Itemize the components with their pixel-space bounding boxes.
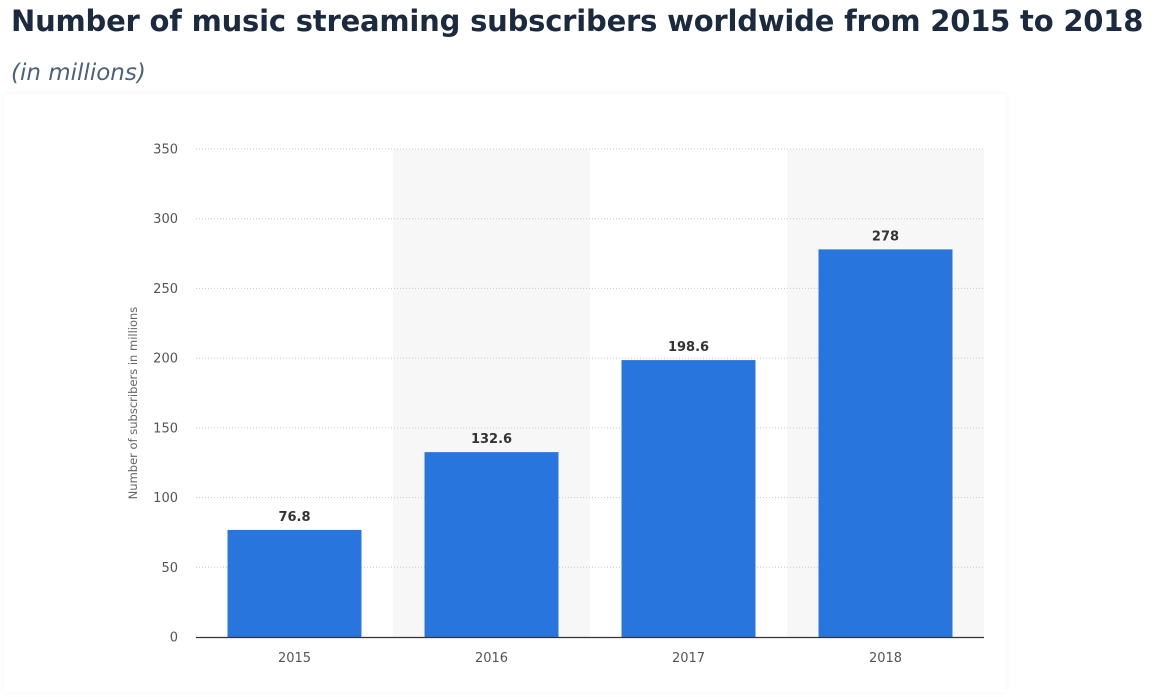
y-axis-ticks: 0 50 100 150 200 250 300 350 <box>153 143 178 646</box>
value-label: 76.8 <box>278 510 310 525</box>
x-tick-label: 2017 <box>672 651 705 666</box>
bars <box>227 249 953 638</box>
y-tick-label: 200 <box>153 352 178 367</box>
chart-subtitle: (in millions) <box>11 60 146 86</box>
bar-2018 <box>818 249 953 638</box>
y-axis-title: Number of subscribers in millions <box>126 307 140 500</box>
bar-2017 <box>621 360 756 637</box>
chart-title: Number of music streaming subscribers wo… <box>11 4 1144 38</box>
y-tick-label: 150 <box>153 421 178 436</box>
y-tick-label: 300 <box>153 212 178 227</box>
y-tick-label: 50 <box>161 561 178 576</box>
x-tick-label: 2018 <box>869 651 902 666</box>
x-axis-ticks: 2015 2016 2017 2018 <box>278 651 902 666</box>
value-label: 132.6 <box>471 432 512 447</box>
y-tick-label: 0 <box>170 631 178 646</box>
y-tick-label: 250 <box>153 282 178 297</box>
value-labels: 76.8 132.6 198.6 278 <box>278 229 899 525</box>
value-label: 198.6 <box>668 340 709 355</box>
gridlines <box>196 148 984 568</box>
bar-2015 <box>227 529 362 637</box>
y-tick-label: 350 <box>153 143 178 158</box>
value-label: 278 <box>872 229 899 244</box>
chart-panel: 0 50 100 150 200 250 300 350 76.8 132.6 198.6 278 … <box>4 94 1006 692</box>
bar-2016 <box>424 452 559 637</box>
x-tick-label: 2016 <box>475 651 508 666</box>
x-tick-label: 2015 <box>278 651 311 666</box>
y-tick-label: 100 <box>153 491 178 506</box>
